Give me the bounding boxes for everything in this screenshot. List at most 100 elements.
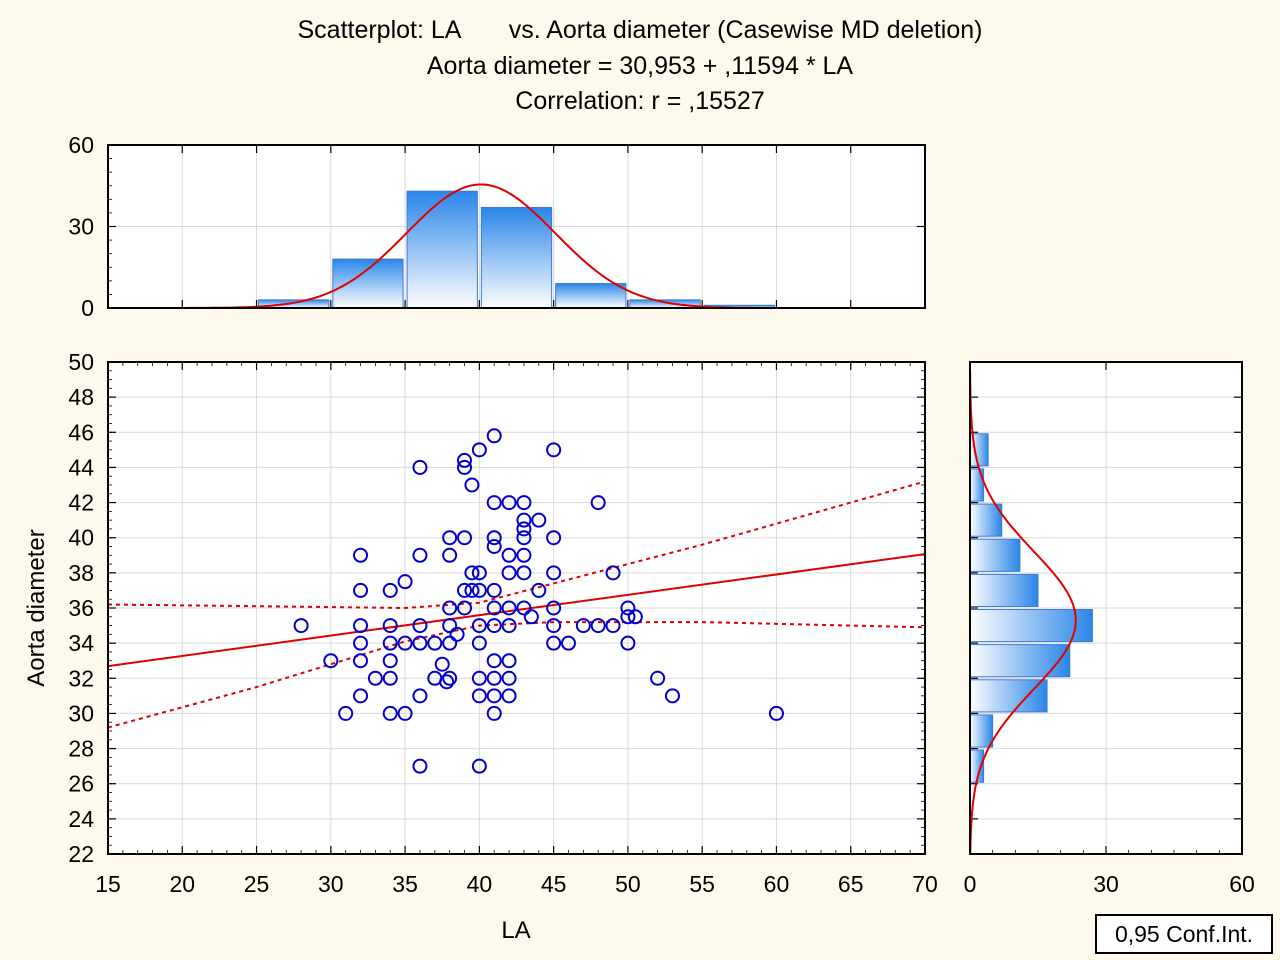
y-tick-label: 28 bbox=[68, 736, 94, 762]
data-point bbox=[397, 574, 413, 590]
data-point bbox=[434, 656, 450, 672]
data-point bbox=[449, 626, 465, 642]
y-tick-label: 32 bbox=[68, 665, 94, 691]
y-tick-label: 26 bbox=[68, 771, 94, 797]
data-point bbox=[501, 653, 517, 669]
data-point bbox=[516, 512, 532, 528]
data-point bbox=[442, 635, 458, 651]
data-point bbox=[650, 670, 666, 686]
top-hist-normal-curve bbox=[182, 183, 807, 309]
data-point bbox=[590, 495, 606, 511]
y-tick-label: 40 bbox=[68, 525, 94, 551]
data-point bbox=[620, 600, 636, 616]
data-point bbox=[338, 705, 354, 721]
data-point bbox=[620, 609, 636, 625]
x-tick-label: 65 bbox=[838, 871, 864, 897]
data-point bbox=[353, 688, 369, 704]
data-point bbox=[353, 618, 369, 634]
data-point bbox=[457, 459, 473, 475]
data-point bbox=[516, 565, 532, 581]
data-point bbox=[442, 670, 458, 686]
data-point bbox=[412, 758, 428, 774]
data-point bbox=[486, 705, 502, 721]
data-point bbox=[531, 582, 547, 598]
x-tick-label: 30 bbox=[318, 871, 344, 897]
x-tick-label: 55 bbox=[689, 871, 715, 897]
data-point bbox=[382, 618, 398, 634]
data-point bbox=[397, 705, 413, 721]
data-point bbox=[382, 670, 398, 686]
data-point bbox=[486, 530, 502, 546]
right-hist-tick-label: 30 bbox=[1093, 871, 1119, 897]
data-point bbox=[560, 635, 576, 651]
x-tick-label: 50 bbox=[615, 871, 641, 897]
data-point bbox=[523, 609, 539, 625]
x-axis-label: LA bbox=[501, 917, 530, 944]
data-point bbox=[501, 688, 517, 704]
data-point bbox=[471, 635, 487, 651]
top-hist-bar bbox=[480, 206, 553, 309]
data-point bbox=[464, 477, 480, 493]
data-point bbox=[546, 635, 562, 651]
data-point bbox=[516, 495, 532, 511]
data-point bbox=[382, 582, 398, 598]
y-tick-label: 46 bbox=[68, 419, 94, 445]
data-point bbox=[516, 521, 532, 537]
x-tick-label: 45 bbox=[541, 871, 567, 897]
right-hist-bar bbox=[969, 503, 1003, 537]
top-hist-tick-label: 0 bbox=[81, 295, 94, 321]
data-point bbox=[627, 609, 643, 625]
top-hist-tick-label: 60 bbox=[68, 132, 94, 158]
data-point bbox=[486, 495, 502, 511]
data-point bbox=[768, 705, 784, 721]
top-histogram: 0 30 60 bbox=[68, 132, 926, 321]
top-hist-bar bbox=[406, 190, 478, 309]
data-point bbox=[471, 670, 487, 686]
right-hist-tick-label: 0 bbox=[964, 871, 977, 897]
y-tick-label: 34 bbox=[68, 630, 94, 656]
data-point bbox=[516, 600, 532, 616]
data-point bbox=[590, 618, 606, 634]
y-tick-label: 38 bbox=[68, 560, 94, 586]
y-tick-label: 30 bbox=[68, 700, 94, 726]
data-point bbox=[471, 758, 487, 774]
y-tick-label: 44 bbox=[68, 454, 94, 480]
data-point bbox=[353, 547, 369, 563]
x-tick-label: 40 bbox=[467, 871, 493, 897]
right-hist-tick-label: 60 bbox=[1229, 871, 1255, 897]
x-tick-label: 70 bbox=[912, 871, 938, 897]
x-tick-label: 60 bbox=[764, 871, 790, 897]
data-point bbox=[442, 530, 458, 546]
data-point bbox=[620, 635, 636, 651]
top-hist-tick-label: 30 bbox=[68, 214, 94, 240]
data-point bbox=[412, 688, 428, 704]
y-axis-label: Aorta diameter bbox=[23, 529, 50, 686]
regression-equation: Aorta diameter = 30,953 + ,11594 * LA bbox=[426, 52, 854, 80]
data-point bbox=[486, 653, 502, 669]
data-point bbox=[442, 600, 458, 616]
data-point bbox=[486, 600, 502, 616]
right-hist-bar bbox=[969, 609, 1093, 643]
data-point bbox=[501, 600, 517, 616]
data-point bbox=[516, 530, 532, 546]
y-tick-label: 48 bbox=[68, 384, 94, 410]
x-tick-label: 20 bbox=[169, 871, 195, 897]
x-tick-label: 15 bbox=[95, 871, 121, 897]
data-point bbox=[323, 653, 339, 669]
data-point bbox=[439, 674, 455, 690]
data-point bbox=[546, 530, 562, 546]
data-point bbox=[486, 670, 502, 686]
data-point bbox=[664, 688, 680, 704]
data-point bbox=[486, 428, 502, 444]
data-point bbox=[293, 618, 309, 634]
top-hist-frame bbox=[107, 144, 926, 309]
data-point bbox=[471, 565, 487, 581]
y-tick-label: 50 bbox=[68, 349, 94, 375]
data-point bbox=[531, 512, 547, 528]
top-hist-bar bbox=[629, 299, 701, 309]
correlation-label: Correlation: r = ,15527 bbox=[515, 87, 765, 115]
data-point bbox=[471, 582, 487, 598]
data-point bbox=[353, 635, 369, 651]
data-point bbox=[353, 582, 369, 598]
y-tick-label: 36 bbox=[68, 595, 94, 621]
